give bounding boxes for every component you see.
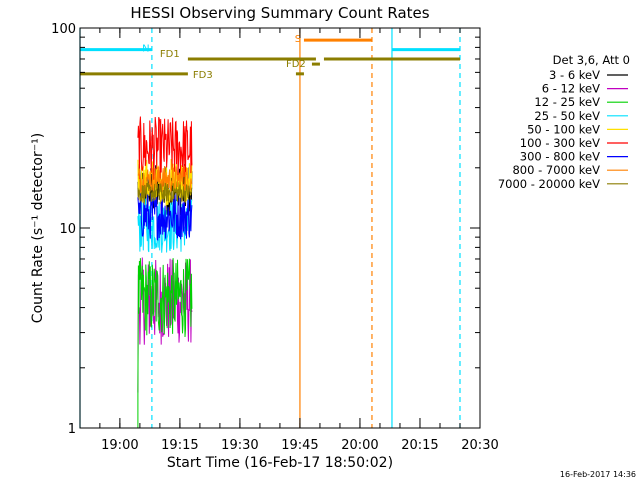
x-axis-ticks: 19:00 19:15 19:30 19:45 20:00 20:15 20:30 xyxy=(99,28,499,453)
x-tick-label: 20:15 xyxy=(401,438,438,453)
footer-timestamp: 16-Feb-2017 14:36 xyxy=(560,470,636,479)
series-traces xyxy=(137,116,193,428)
y-tick-label: 10 xyxy=(59,222,76,237)
vertical-marker-lines xyxy=(79,28,461,428)
flag-label-fd3: FD3 xyxy=(193,70,213,81)
y-tick-label: 1 xyxy=(68,422,76,437)
flag-label-n: N xyxy=(142,44,149,55)
flag-label-fd2: FD2 xyxy=(286,59,306,70)
x-tick-label: 19:30 xyxy=(221,438,258,453)
x-tick-label: 20:00 xyxy=(341,438,378,453)
y-tick-label: 100 xyxy=(51,22,76,37)
attenuator-flag-bars: N S FD1 FD2 FD3 xyxy=(80,34,460,81)
legend-label-4: 50 - 100 keV xyxy=(527,122,600,136)
series-trace-7 xyxy=(137,165,193,195)
chart-title: HESSI Observing Summary Count Rates xyxy=(130,4,429,22)
x-axis-label: Start Time (16-Feb-17 18:50:02) xyxy=(167,455,393,471)
legend-label-0: 3 - 6 keV xyxy=(549,68,600,82)
legend-label-1: 6 - 12 keV xyxy=(542,82,600,96)
x-tick-label: 20:30 xyxy=(461,438,498,453)
series-trace-6 xyxy=(137,193,193,241)
x-tick-label: 19:45 xyxy=(281,438,318,453)
legend-label-2: 12 - 25 keV xyxy=(534,95,600,109)
legend-title: Det 3,6, Att 0 xyxy=(553,53,630,67)
legend-label-8: 7000 - 20000 keV xyxy=(498,177,600,191)
legend-label-5: 100 - 300 keV xyxy=(520,136,600,150)
series-trace-8 xyxy=(137,182,193,204)
legend-label-7: 800 - 7000 keV xyxy=(512,163,600,177)
flag-label-s: S xyxy=(295,34,301,45)
series-trace-5 xyxy=(137,116,193,180)
legend-label-3: 25 - 50 keV xyxy=(534,109,600,123)
flag-label-fd1: FD1 xyxy=(160,49,180,60)
x-tick-label: 19:15 xyxy=(161,438,198,453)
y-axis-label: Count Rate (s⁻¹ detector⁻¹) xyxy=(30,133,46,323)
series-trace-2 xyxy=(137,258,193,428)
y-axis-ticks: 1 10 100 xyxy=(51,22,480,437)
x-tick-label: 19:00 xyxy=(101,438,138,453)
legend-label-6: 300 - 800 keV xyxy=(520,150,600,164)
